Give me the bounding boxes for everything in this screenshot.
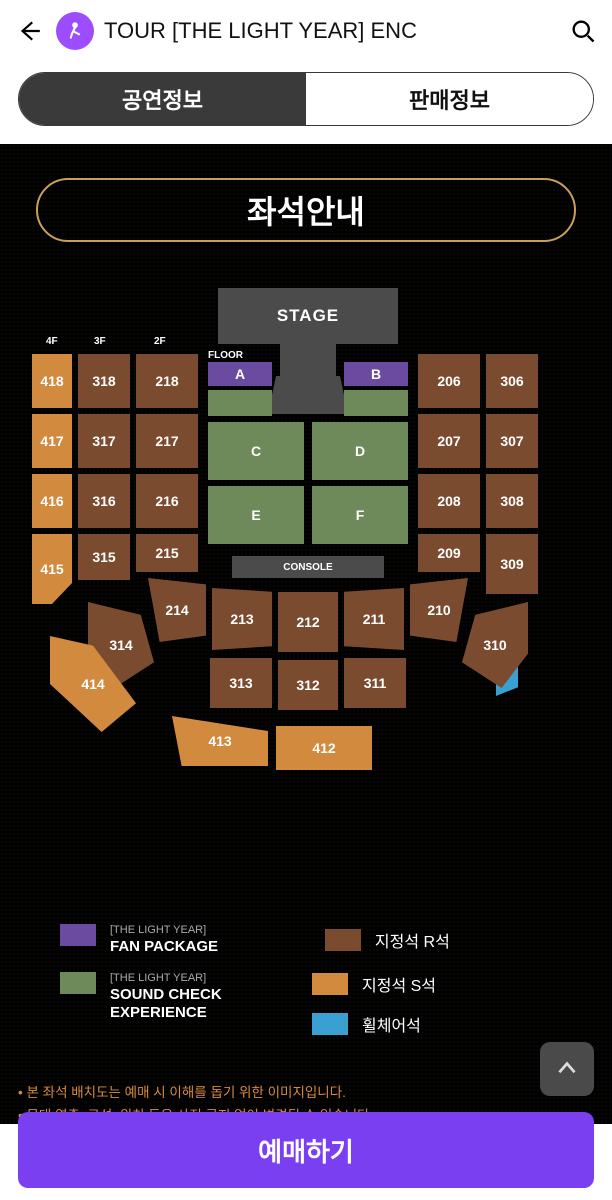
- floor-c[interactable]: C: [208, 422, 304, 480]
- sec-309[interactable]: 309: [486, 534, 538, 594]
- sec-208[interactable]: 208: [418, 474, 480, 528]
- book-button[interactable]: 예매하기: [18, 1112, 594, 1188]
- seating-content: 좌석안내 STAGE 4F 3F 2F FLOOR A B C D E F CO…: [0, 144, 612, 1124]
- floor-e[interactable]: E: [208, 486, 304, 544]
- legend-s-seat: 지정석 S석: [312, 972, 552, 996]
- sec-215[interactable]: 215: [136, 534, 198, 572]
- console-block: CONSOLE: [232, 556, 384, 578]
- stage-block: STAGE: [218, 288, 398, 344]
- tab-performance-info[interactable]: 공연정보: [19, 73, 306, 125]
- sec-416[interactable]: 416: [32, 474, 72, 528]
- legend-wheelchair: 휠체어석: [312, 1012, 552, 1036]
- tabs: 공연정보 판매정보: [18, 72, 594, 126]
- sec-308[interactable]: 308: [486, 474, 538, 528]
- sec-211[interactable]: 211: [344, 588, 404, 650]
- legend-r-seat: 지정석 R석: [325, 924, 552, 956]
- swatch-s: [312, 973, 348, 995]
- search-button[interactable]: [566, 14, 600, 48]
- sec-412[interactable]: 412: [276, 726, 372, 770]
- back-button[interactable]: [12, 14, 46, 48]
- floor-label: FLOOR: [208, 350, 243, 361]
- scroll-top-button[interactable]: [540, 1042, 594, 1096]
- floor-d[interactable]: D: [312, 422, 408, 480]
- sec-206[interactable]: 206: [418, 354, 480, 408]
- legend-sound-check: [THE LIGHT YEAR] SOUND CHECK EXPERIENCE: [60, 972, 312, 1036]
- tab-sales-info[interactable]: 판매정보: [306, 73, 593, 125]
- swatch-sound: [60, 972, 96, 994]
- page-title: TOUR [THE LIGHT YEAR] ENC: [104, 18, 556, 44]
- sec-209[interactable]: 209: [418, 534, 480, 572]
- sec-317[interactable]: 317: [78, 414, 130, 468]
- legend-fan-package: [THE LIGHT YEAR] FAN PACKAGE: [60, 924, 325, 956]
- sec-316[interactable]: 316: [78, 474, 130, 528]
- level-2f: 2F: [154, 336, 166, 347]
- sec-311[interactable]: 311: [344, 658, 406, 708]
- sec-310[interactable]: 310: [462, 602, 528, 688]
- floor-b-sound[interactable]: [344, 390, 408, 416]
- note-1: • 본 좌석 배치도는 예매 시 이해를 돕기 위한 이미지입니다.: [18, 1082, 594, 1105]
- sec-218[interactable]: 218: [136, 354, 198, 408]
- seating-title: 좌석안내: [36, 178, 576, 242]
- sec-213[interactable]: 213: [212, 588, 272, 650]
- header: TOUR [THE LIGHT YEAR] ENC: [0, 0, 612, 62]
- sec-415[interactable]: 415: [32, 534, 72, 604]
- sec-216[interactable]: 216: [136, 474, 198, 528]
- floor-f[interactable]: F: [312, 486, 408, 544]
- floor-a-sound[interactable]: [208, 390, 272, 416]
- sec-315[interactable]: 315: [78, 534, 130, 580]
- sec-306[interactable]: 306: [486, 354, 538, 408]
- sec-207[interactable]: 207: [418, 414, 480, 468]
- sec-214[interactable]: 214: [148, 578, 206, 642]
- level-4f: 4F: [46, 336, 58, 347]
- sec-212[interactable]: 212: [278, 592, 338, 652]
- legend: [THE LIGHT YEAR] FAN PACKAGE 지정석 R석 [THE…: [0, 924, 612, 1052]
- sec-217[interactable]: 217: [136, 414, 198, 468]
- swatch-wheel: [312, 1013, 348, 1035]
- sec-210[interactable]: 210: [410, 578, 468, 642]
- sec-307[interactable]: 307: [486, 414, 538, 468]
- sec-313[interactable]: 313: [210, 658, 272, 708]
- stage-thrust-head: [268, 376, 348, 414]
- floor-b[interactable]: B: [344, 362, 408, 386]
- level-3f: 3F: [94, 336, 106, 347]
- sec-418[interactable]: 418: [32, 354, 72, 408]
- app-logo[interactable]: [56, 12, 94, 50]
- sec-417[interactable]: 417: [32, 414, 72, 468]
- sec-318[interactable]: 318: [78, 354, 130, 408]
- sec-413[interactable]: 413: [172, 716, 268, 766]
- swatch-fan: [60, 924, 96, 946]
- sec-312[interactable]: 312: [278, 660, 338, 710]
- swatch-r: [325, 929, 361, 951]
- seating-map: STAGE 4F 3F 2F FLOOR A B C D E F CONSOLE…: [0, 272, 612, 912]
- floor-a[interactable]: A: [208, 362, 272, 386]
